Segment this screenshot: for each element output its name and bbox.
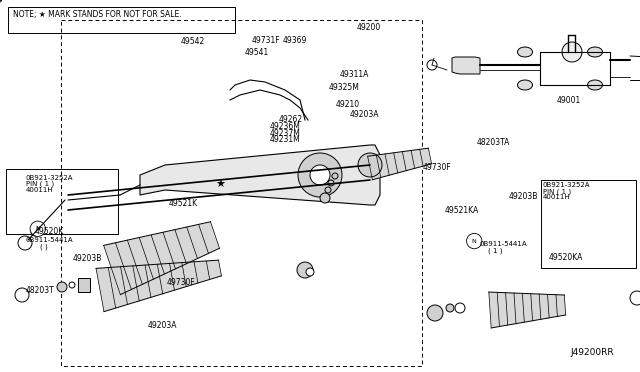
Text: 0B921-3252A: 0B921-3252A bbox=[26, 175, 73, 181]
Text: PIN ( 1 ): PIN ( 1 ) bbox=[543, 188, 571, 195]
Text: 0B911-5441A: 0B911-5441A bbox=[480, 241, 527, 247]
Bar bbox=[78, 278, 90, 292]
Text: 49542: 49542 bbox=[181, 37, 205, 46]
Bar bbox=[61, 20, 422, 366]
Text: 49203A: 49203A bbox=[147, 321, 177, 330]
Text: 49730F: 49730F bbox=[166, 278, 195, 287]
Text: 49731F: 49731F bbox=[252, 36, 280, 45]
Text: ( 1 ): ( 1 ) bbox=[488, 247, 502, 253]
Text: ★: ★ bbox=[215, 180, 225, 190]
Polygon shape bbox=[489, 292, 566, 328]
Text: 49541: 49541 bbox=[244, 48, 269, 57]
Ellipse shape bbox=[518, 47, 532, 57]
Polygon shape bbox=[104, 222, 220, 295]
Circle shape bbox=[325, 187, 331, 193]
Circle shape bbox=[630, 291, 640, 305]
Circle shape bbox=[15, 288, 29, 302]
Ellipse shape bbox=[588, 47, 602, 57]
Circle shape bbox=[328, 180, 334, 186]
Text: 49236M: 49236M bbox=[270, 122, 301, 131]
Text: J49200RR: J49200RR bbox=[571, 348, 614, 357]
Ellipse shape bbox=[588, 80, 602, 90]
Bar bbox=[6, 169, 118, 234]
Circle shape bbox=[18, 236, 32, 250]
Text: NOTE; ★ MARK STANDS FOR NOT FOR SALE.: NOTE; ★ MARK STANDS FOR NOT FOR SALE. bbox=[13, 10, 181, 19]
Bar bbox=[8, 7, 235, 33]
Text: 49200: 49200 bbox=[357, 23, 381, 32]
Text: ( ): ( ) bbox=[40, 244, 47, 250]
Text: 49311A: 49311A bbox=[339, 70, 369, 79]
Text: 0B911-5441A: 0B911-5441A bbox=[26, 237, 73, 243]
Text: 49730F: 49730F bbox=[422, 163, 451, 172]
Text: 49237M: 49237M bbox=[270, 129, 301, 138]
Text: 49262: 49262 bbox=[279, 115, 303, 124]
Text: 48203TA: 48203TA bbox=[476, 138, 509, 147]
Text: N: N bbox=[35, 226, 40, 231]
Circle shape bbox=[310, 165, 330, 185]
Circle shape bbox=[298, 153, 342, 197]
Text: 49369: 49369 bbox=[283, 36, 307, 45]
Text: PIN ( 1 ): PIN ( 1 ) bbox=[26, 181, 54, 187]
Circle shape bbox=[31, 228, 39, 236]
Text: 0B921-3252A: 0B921-3252A bbox=[543, 182, 590, 188]
Circle shape bbox=[455, 303, 465, 313]
Polygon shape bbox=[140, 145, 380, 205]
Circle shape bbox=[427, 305, 443, 321]
Text: 49210: 49210 bbox=[335, 100, 360, 109]
Polygon shape bbox=[367, 148, 431, 180]
Circle shape bbox=[446, 304, 454, 312]
Bar bbox=[541, 180, 636, 268]
Circle shape bbox=[69, 282, 75, 288]
Circle shape bbox=[306, 268, 314, 276]
Text: 49203B: 49203B bbox=[73, 254, 102, 263]
Text: 49521K: 49521K bbox=[168, 199, 198, 208]
Polygon shape bbox=[452, 57, 480, 74]
Text: 49325M: 49325M bbox=[329, 83, 360, 92]
Ellipse shape bbox=[518, 80, 532, 90]
Text: 49520KA: 49520KA bbox=[549, 253, 584, 262]
Text: 49203B: 49203B bbox=[509, 192, 538, 201]
Text: 49521KA: 49521KA bbox=[445, 206, 479, 215]
Polygon shape bbox=[96, 260, 221, 312]
Text: 40011H: 40011H bbox=[26, 187, 53, 193]
Circle shape bbox=[320, 193, 330, 203]
Text: 49520K: 49520K bbox=[35, 227, 64, 236]
Circle shape bbox=[30, 221, 45, 237]
Text: 40011H: 40011H bbox=[543, 194, 570, 200]
Text: 49231M: 49231M bbox=[270, 135, 301, 144]
Text: 49203A: 49203A bbox=[350, 110, 380, 119]
Circle shape bbox=[427, 60, 437, 70]
Circle shape bbox=[297, 262, 313, 278]
Circle shape bbox=[332, 173, 338, 179]
Circle shape bbox=[358, 153, 382, 177]
Circle shape bbox=[467, 233, 482, 249]
Circle shape bbox=[562, 42, 582, 62]
Text: N: N bbox=[472, 238, 477, 244]
Circle shape bbox=[57, 282, 67, 292]
Text: 49001: 49001 bbox=[557, 96, 581, 105]
Text: 48203T: 48203T bbox=[26, 286, 54, 295]
